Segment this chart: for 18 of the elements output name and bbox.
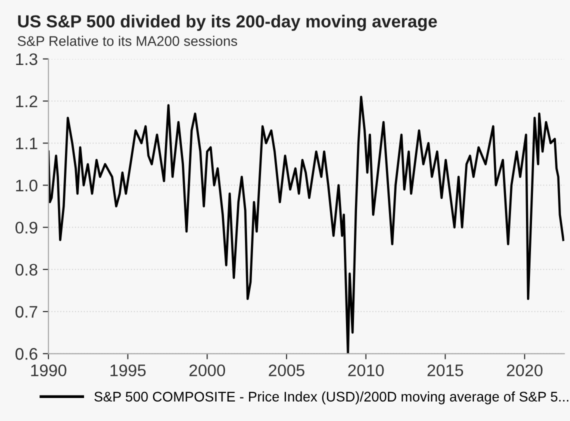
x-tick-label: 1995 [110, 364, 146, 376]
x-tick-label: 2020 [506, 364, 543, 376]
y-tick-label: 1.0 [16, 180, 38, 192]
y-tick-label: 0.8 [16, 264, 38, 276]
y-tick-label: 1.1 [16, 138, 38, 150]
x-tick-label: 2010 [348, 364, 384, 376]
chart-title: US S&P 500 divided by its 200-day moving average [18, 14, 437, 31]
x-tick-label: 2015 [428, 364, 464, 376]
x-tick-label: 2000 [189, 364, 226, 376]
y-tick-label: 1.2 [16, 95, 38, 108]
legend-label: S&P 500 COMPOSITE - Price Index (USD)/200D moving average of S&P 5... [94, 391, 568, 404]
y-tick-label: 0.9 [16, 222, 38, 234]
x-tick-label: 1990 [31, 364, 66, 376]
y-tick-label: 0.6 [16, 348, 38, 360]
chart-subtitle: S&P Relative to its MA200 sessions [18, 36, 238, 46]
y-tick-label: 1.3 [16, 53, 38, 66]
y-tick-label: 0.7 [16, 306, 38, 318]
x-tick-label: 2005 [268, 364, 304, 376]
